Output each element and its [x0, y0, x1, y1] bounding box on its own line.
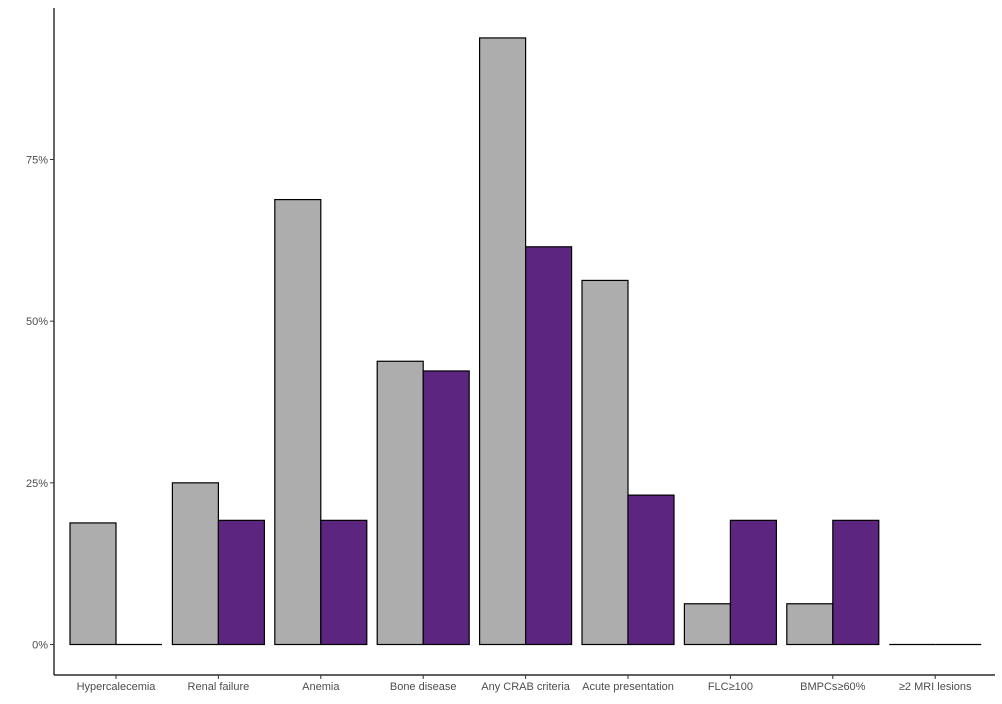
- bar: [832, 519, 880, 646]
- x-tick-label: BMPCs≥60%: [800, 681, 866, 693]
- y-tick-label: 50%: [26, 316, 48, 328]
- x-tick-label: ≥2 MRI lesions: [899, 681, 972, 693]
- bar: [320, 519, 368, 646]
- bar: [376, 360, 424, 646]
- bar: [581, 279, 629, 646]
- axes-layer: [50, 8, 995, 679]
- y-tick-label: 25%: [26, 478, 48, 490]
- x-tick-label: Anemia: [302, 681, 340, 693]
- bar: [479, 37, 527, 646]
- bar: [217, 519, 265, 646]
- x-tick-label: Bone disease: [390, 681, 457, 693]
- x-tick-label: Renal failure: [188, 681, 250, 693]
- bar: [786, 603, 834, 646]
- labels-layer: 0% 25% 50% 75% Hypercalecemia Renal failure An…: [26, 155, 972, 694]
- x-tick-label: Any CRAB criteria: [481, 681, 571, 693]
- x-tick-label: Acute presentation: [582, 681, 674, 693]
- bar: [69, 522, 117, 646]
- bar: [683, 603, 732, 646]
- y-tick-label: 75%: [26, 155, 48, 167]
- x-tick-label: Hypercalecemia: [77, 681, 157, 693]
- bar: [729, 519, 778, 646]
- bar: [524, 246, 573, 646]
- bar: [171, 482, 219, 646]
- x-tick-label: FLC≥100: [708, 681, 753, 693]
- bar: [274, 198, 322, 646]
- bar: [627, 494, 675, 646]
- bars-layer: [69, 37, 982, 646]
- y-tick-label: 0%: [32, 640, 48, 652]
- bar: [422, 370, 470, 646]
